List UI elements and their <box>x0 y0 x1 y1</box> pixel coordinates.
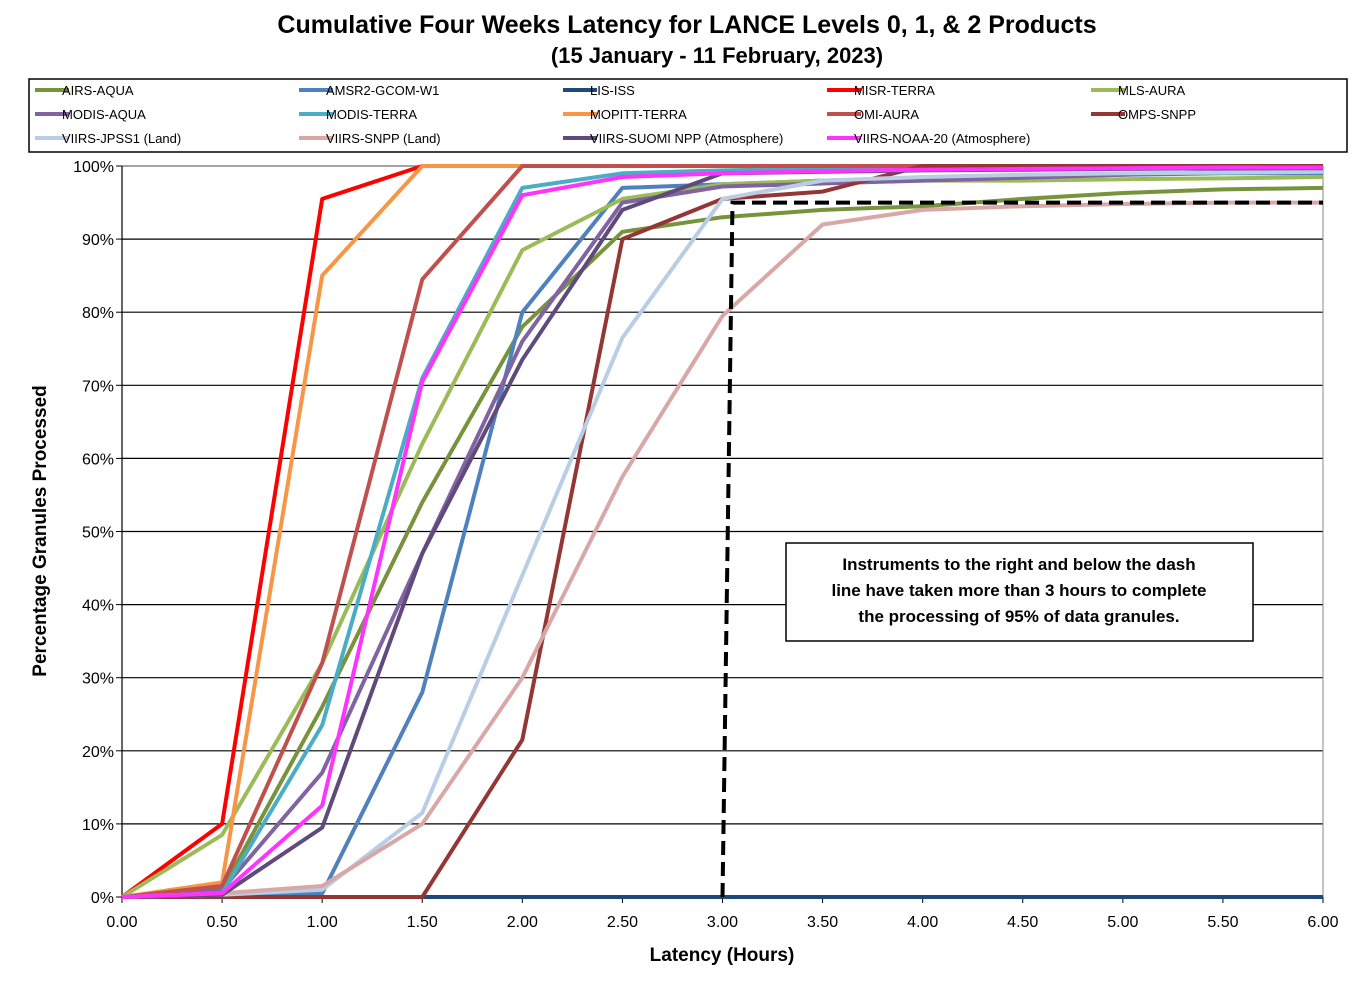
x-tick-label: 1.00 <box>307 914 338 931</box>
chart-subtitle: (15 January - 11 February, 2023) <box>551 43 883 68</box>
y-tick-label: 20% <box>82 744 114 761</box>
y-tick-label: 40% <box>82 598 114 615</box>
y-tick-label: 60% <box>82 451 114 468</box>
x-tick-label: 0.00 <box>106 914 137 931</box>
threshold-dashed-line <box>720 200 1323 898</box>
y-tick-label: 50% <box>82 525 114 542</box>
y-tick-label: 30% <box>82 671 114 688</box>
legend-entry: VIIRS-JPSS1 (Land) <box>62 131 181 146</box>
y-tick-label: 80% <box>82 305 114 322</box>
series-line-1 <box>121 185 1324 899</box>
series-line-14 <box>121 165 1323 899</box>
legend-box <box>28 78 1348 153</box>
x-tick-label: 1.50 <box>407 914 438 931</box>
x-tick-label: 3.50 <box>807 914 838 931</box>
legend-entry: VIIRS-SNPP (Land) <box>326 131 441 146</box>
legend-entry: OMI-AURA <box>854 107 919 122</box>
x-tick-label: 0.50 <box>207 914 238 931</box>
annotation-box <box>785 542 1254 642</box>
legend-entry: LIS-ISS <box>590 83 635 98</box>
annotation-line-3: the processing of 95% of data granules. <box>858 607 1179 626</box>
x-axis: 0.00 0.50 1.00 1.50 2.00 2.50 3.00 3.50 4.00 4.50… <box>106 896 1339 931</box>
y-tick-label: 100% <box>73 159 114 176</box>
annotation-line-2: line have taken more than 3 hours to com… <box>831 581 1206 600</box>
x-tick-label: 5.00 <box>1107 914 1138 931</box>
y-tick-label: 0% <box>91 890 114 907</box>
y-axis: 0% 10% 20% 30% 40% 50% 60% 70% 80% 90% 100% <box>73 159 123 907</box>
x-tick-label: 3.00 <box>707 914 738 931</box>
legend-entry: MODIS-TERRA <box>326 107 417 122</box>
legend-entry: MISR-TERRA <box>854 83 935 98</box>
legend-entry: VIIRS-NOAA-20 (Atmosphere) <box>854 131 1030 146</box>
legend-entry: MODIS-AQUA <box>62 107 146 122</box>
legend-entry: MOPITT-TERRA <box>590 107 687 122</box>
x-tick-label: 4.00 <box>907 914 938 931</box>
y-axis-label: Percentage Granules Processed <box>30 385 51 676</box>
x-axis-label: Latency (Hours) <box>650 945 795 966</box>
legend-entry: VIIRS-SUOMI NPP (Atmosphere) <box>590 131 783 146</box>
legend-entry: AMSR2-GCOM-W1 <box>326 83 439 98</box>
chart-title: Cumulative Four Weeks Latency for LANCE … <box>277 11 1096 39</box>
y-tick-label: 90% <box>82 232 114 249</box>
y-tick-label: 70% <box>82 378 114 395</box>
x-tick-label: 6.00 <box>1307 914 1338 931</box>
x-tick-label: 5.50 <box>1207 914 1238 931</box>
y-tick-label: 10% <box>82 817 114 834</box>
legend-entry: OMPS-SNPP <box>1118 107 1196 122</box>
legend: AIRS-AQUA AMSR2-GCOM-W1 LIS-ISS MISR-TERRA M… <box>35 83 1196 146</box>
x-tick-label: 2.00 <box>507 914 538 931</box>
annotation-line-1: Instruments to the right and below the d… <box>842 555 1195 574</box>
legend-entry: MLS-AURA <box>1118 83 1186 98</box>
x-tick-label: 2.50 <box>607 914 638 931</box>
series-line-11 <box>121 169 1324 899</box>
x-tick-label: 4.50 <box>1007 914 1038 931</box>
legend-entry: AIRS-AQUA <box>62 83 134 98</box>
